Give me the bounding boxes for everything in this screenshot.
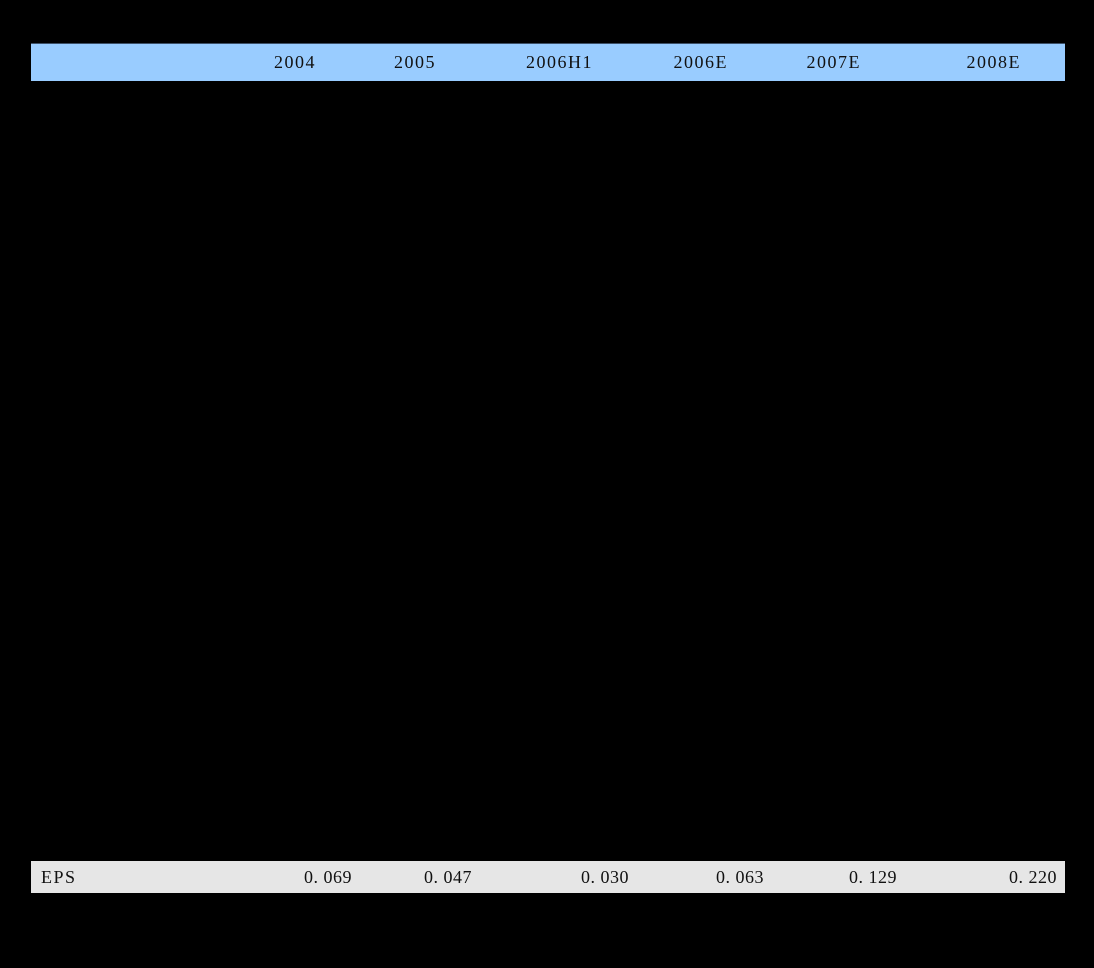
table-header-row: 2004 2005 2006H1 2006E 2007E 2008E <box>31 43 1065 81</box>
eps-value-2004: 0. 069 <box>304 866 352 887</box>
eps-row: EPS 0. 069 0. 047 0. 030 0. 063 0. 129 0… <box>31 861 1065 893</box>
header-cell-2005: 2005 <box>394 52 436 72</box>
eps-value-2008e: 0. 220 <box>1009 866 1057 887</box>
header-cell-2007e: 2007E <box>806 52 861 72</box>
header-cell-2006h1: 2006H1 <box>526 52 593 72</box>
header-cell-2006e: 2006E <box>673 52 728 72</box>
header-cell-2008e: 2008E <box>966 52 1021 72</box>
eps-row-label: EPS <box>41 866 77 887</box>
eps-value-2005: 0. 047 <box>424 866 472 887</box>
eps-value-2007e: 0. 129 <box>849 866 897 887</box>
header-cell-2004: 2004 <box>274 52 316 72</box>
eps-value-2006e: 0. 063 <box>716 866 764 887</box>
eps-value-2006h1: 0. 030 <box>581 866 629 887</box>
